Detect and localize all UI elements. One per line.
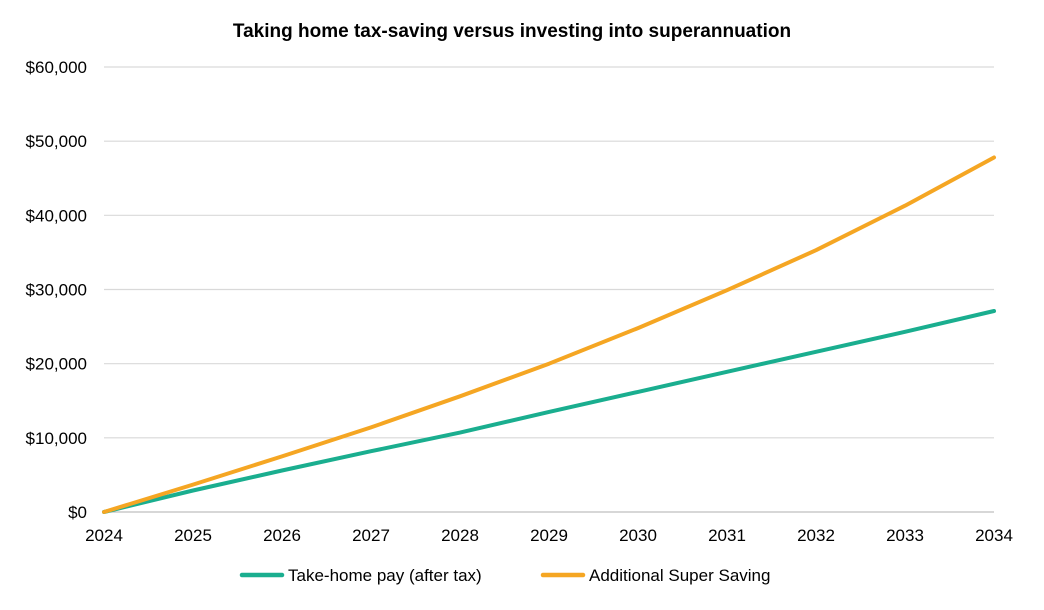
x-tick-label: 2030 bbox=[619, 526, 657, 545]
y-tick-label: $0 bbox=[68, 503, 87, 522]
chart-title: Taking home tax-saving versus investing … bbox=[233, 21, 791, 42]
x-tick-label: 2032 bbox=[797, 526, 835, 545]
x-tick-label: 2029 bbox=[530, 526, 568, 545]
x-tick-label: 2033 bbox=[886, 526, 924, 545]
y-tick-label: $30,000 bbox=[26, 281, 87, 300]
legend-label-additional-super-saving: Additional Super Saving bbox=[589, 566, 770, 585]
x-tick-label: 2026 bbox=[263, 526, 301, 545]
y-tick-label: $20,000 bbox=[26, 355, 87, 374]
y-tick-label: $40,000 bbox=[26, 206, 87, 225]
series-line-take-home-pay bbox=[102, 309, 996, 514]
y-tick-label: $10,000 bbox=[26, 429, 87, 448]
gridlines bbox=[104, 66, 994, 439]
x-tick-label: 2024 bbox=[85, 526, 123, 545]
x-tick-label: 2034 bbox=[975, 526, 1013, 545]
y-tick-label: $60,000 bbox=[26, 58, 87, 77]
y-tick-label: $50,000 bbox=[26, 132, 87, 151]
x-tick-label: 2028 bbox=[441, 526, 479, 545]
series-line-additional-super-saving bbox=[102, 155, 996, 514]
x-tick-label: 2025 bbox=[174, 526, 212, 545]
legend: Take-home pay (after tax) Additional Sup… bbox=[239, 566, 770, 585]
x-tick-label: 2031 bbox=[708, 526, 746, 545]
series-lines bbox=[102, 155, 996, 514]
x-tick-label: 2027 bbox=[352, 526, 390, 545]
legend-label-take-home-pay: Take-home pay (after tax) bbox=[288, 566, 482, 585]
y-axis-ticks: $0 $10,000 $20,000 $30,000 $40,000 $50,000 $60… bbox=[26, 58, 87, 522]
x-axis-ticks: 2024 2025 2026 2027 2028 2029 2030 2031 2032 2033… bbox=[85, 526, 1013, 545]
